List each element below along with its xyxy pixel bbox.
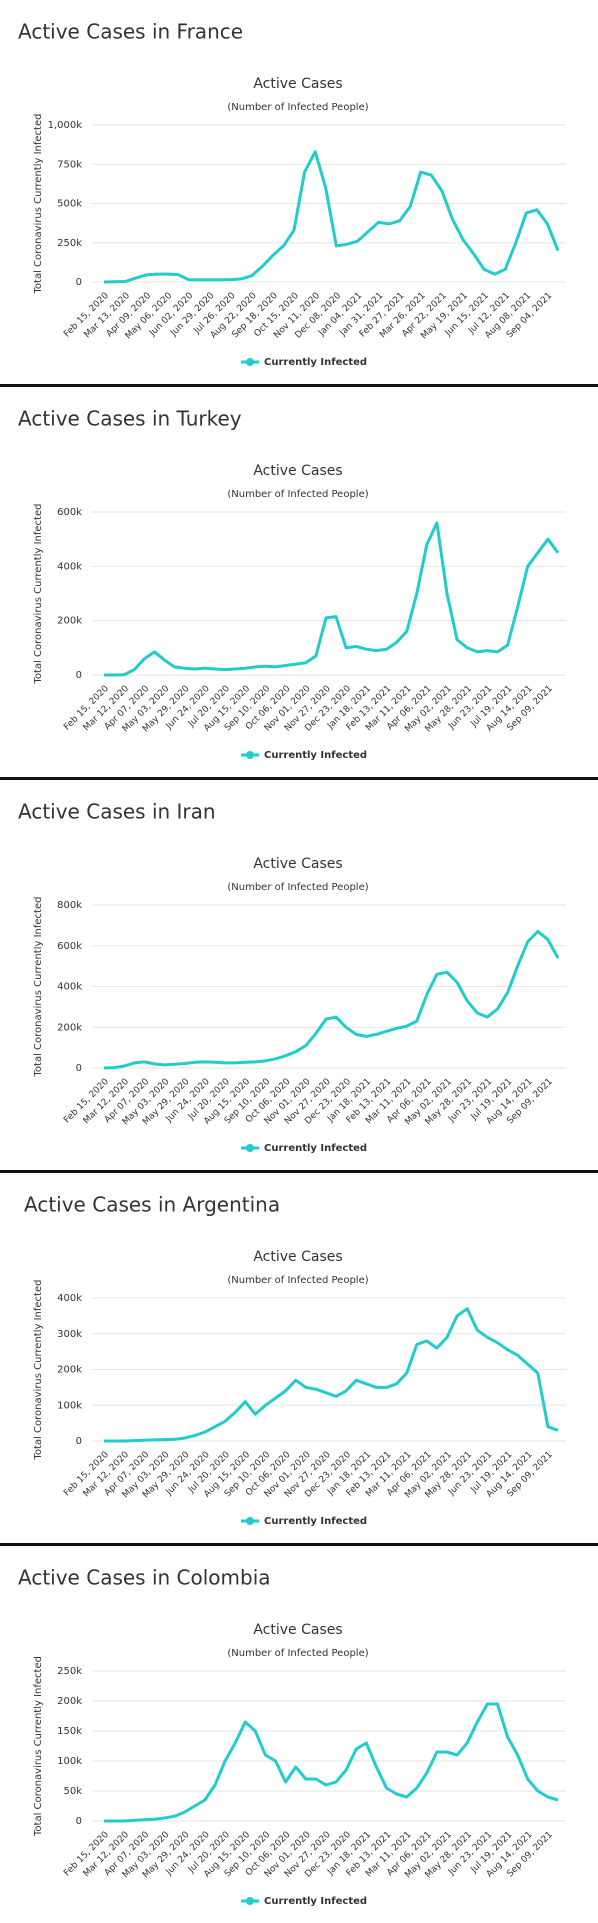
y-tick-label: 750k [57, 159, 82, 170]
y-tick-label: 100k [57, 1756, 82, 1767]
chart-subtitle: (Number of Infected People) [227, 489, 368, 500]
section-title: Active Cases in Colombia [18, 1566, 271, 1590]
y-axis-title: Total Coronavirus Currently Infected [33, 897, 44, 1078]
y-tick-label: 50k [63, 1786, 82, 1797]
y-axis-title: Total Coronavirus Currently Infected [33, 504, 44, 685]
chart-section: Active Cases in Argentina Active Cases (Nu… [0, 1173, 598, 1543]
y-axis-title: Total Coronavirus Currently Infected [33, 114, 44, 295]
chart: Active Cases in Iran Active Cases (Number … [18, 800, 566, 1154]
legend-label: Currently Infected [264, 357, 367, 368]
section-title: Active Cases in Argentina [24, 1193, 280, 1217]
data-line [104, 1307, 559, 1443]
chart-section: Active Cases in Turkey Active Cases (Numbe… [0, 387, 598, 777]
chart-subtitle: (Number of Infected People) [227, 882, 368, 893]
y-tick-label: 150k [57, 1726, 82, 1737]
y-tick-label: 400k [57, 1293, 82, 1304]
chart-subtitle: (Number of Infected People) [227, 1648, 368, 1659]
chart-section: Active Cases in Colombia Active Cases (Num… [0, 1546, 598, 1923]
chart-title: Active Cases [253, 1622, 342, 1638]
separator [0, 1543, 598, 1546]
legend-label: Currently Infected [264, 1143, 367, 1154]
chart-subtitle: (Number of Infected People) [227, 102, 368, 113]
legend-marker [246, 751, 254, 759]
chart-title: Active Cases [253, 76, 342, 92]
y-tick-label: 200k [57, 1696, 82, 1707]
legend-label: Currently Infected [264, 1896, 367, 1907]
y-tick-label: 1,000k [48, 120, 83, 131]
legend-marker [246, 1897, 254, 1905]
chart-title: Active Cases [253, 463, 342, 479]
y-tick-label: 300k [57, 1329, 82, 1340]
y-tick-label: 400k [57, 561, 82, 572]
y-tick-label: 200k [57, 616, 82, 627]
separator [0, 384, 598, 387]
legend-label: Currently Infected [264, 750, 367, 761]
chart-section: Active Cases in France Active Cases (Numbe… [0, 0, 598, 384]
data-line [103, 930, 560, 1070]
y-tick-label: 200k [57, 1022, 82, 1033]
y-tick-label: 500k [57, 199, 82, 210]
legend-label: Currently Infected [264, 1516, 367, 1527]
y-tick-label: 0 [76, 670, 82, 681]
y-tick-label: 600k [57, 507, 82, 518]
chart-title: Active Cases [253, 856, 342, 872]
legend-marker [246, 358, 254, 366]
data-line [104, 1702, 559, 1823]
section-title: Active Cases in Turkey [18, 407, 242, 431]
chart: Active Cases in Argentina Active Cases (Nu… [24, 1193, 566, 1527]
y-tick-label: 400k [57, 982, 82, 993]
y-tick-label: 0 [76, 1436, 82, 1447]
chart: Active Cases in France Active Cases (Numbe… [18, 20, 566, 368]
y-tick-label: 0 [76, 277, 82, 288]
y-tick-label: 800k [57, 900, 82, 911]
y-axis-title: Total Coronavirus Currently Infected [33, 1280, 44, 1461]
chart: Active Cases in Colombia Active Cases (Num… [18, 1566, 566, 1907]
y-tick-label: 0 [76, 1063, 82, 1074]
data-line [104, 521, 560, 677]
y-tick-label: 250k [57, 238, 82, 249]
y-tick-label: 200k [57, 1365, 82, 1376]
section-title: Active Cases in Iran [18, 800, 216, 824]
y-tick-label: 100k [57, 1400, 82, 1411]
section-title: Active Cases in France [18, 20, 243, 44]
y-tick-label: 250k [57, 1666, 82, 1677]
chart-subtitle: (Number of Infected People) [227, 1275, 368, 1286]
legend-marker [246, 1517, 254, 1525]
separator [0, 1170, 598, 1173]
y-axis-title: Total Coronavirus Currently Infected [33, 1656, 44, 1837]
chart-title: Active Cases [253, 1249, 342, 1265]
data-line [103, 150, 560, 284]
y-tick-label: 0 [76, 1816, 82, 1827]
legend-marker [246, 1144, 254, 1152]
separator [0, 777, 598, 780]
y-tick-label: 600k [57, 941, 82, 952]
chart: Active Cases in Turkey Active Cases (Numbe… [18, 407, 566, 761]
chart-section: Active Cases in Iran Active Cases (Number … [0, 780, 598, 1170]
